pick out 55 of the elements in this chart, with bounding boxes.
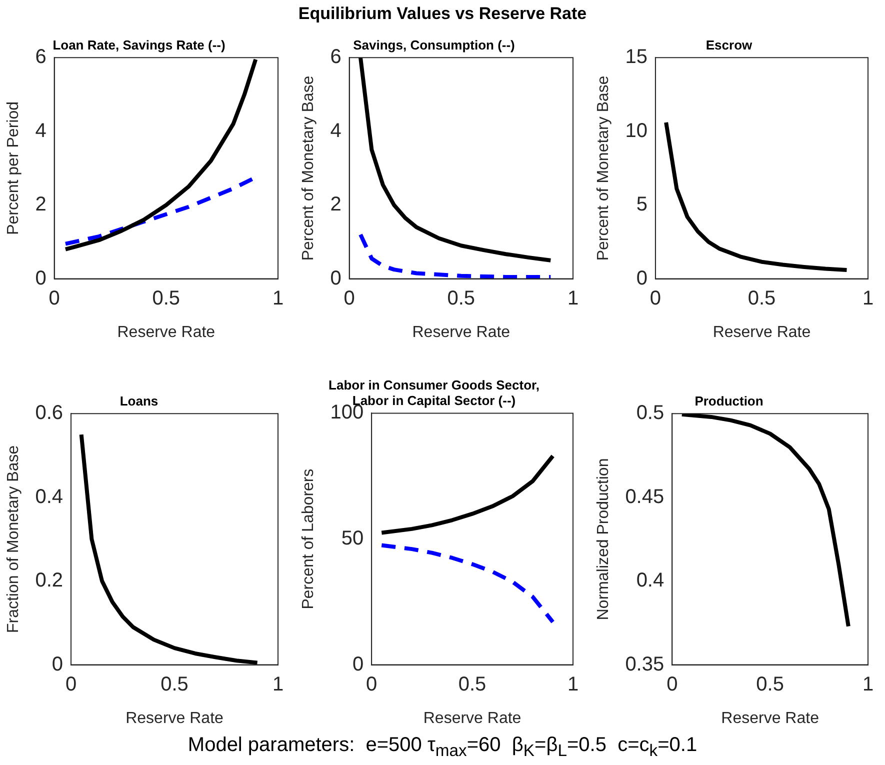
x-axis-title: Reserve Rate [712, 324, 811, 341]
x-tick-label: 1 [862, 673, 874, 696]
y-tick-label: 0 [330, 267, 342, 290]
chart-title: Loans [120, 393, 158, 408]
y-tick-label: 0 [35, 267, 46, 290]
line-series [358, 232, 553, 279]
y-axis-title: Percent of Laborers [300, 468, 318, 610]
x-tick-label: 0.5 [160, 673, 188, 696]
x-axis-title: Reserve Rate [423, 710, 522, 727]
x-axis-title: Reserve Rate [126, 710, 224, 727]
y-tick-label: 0 [636, 267, 648, 290]
chart-title: Escrow [706, 37, 754, 52]
y-tick-label: 15 [625, 46, 648, 68]
text: Equilibrium Values vs Reserve Rate [297, 4, 588, 24]
y-tick-label: 0.4 [636, 570, 664, 592]
y-tick-label: 0 [352, 653, 364, 676]
chart-title: Production [694, 393, 764, 408]
y-tick-label: 0.4 [35, 486, 64, 508]
x-tick-label: 0.5 [756, 673, 784, 696]
x-tick-label: 1 [567, 287, 579, 310]
x-axis-title: Reserve Rate [117, 324, 216, 341]
y-axis-title: Percent of Monetary Base [595, 76, 612, 261]
y-axis-title: Normalized Production [595, 458, 612, 620]
chart-title: Loan Rate, Savings Rate (--) [52, 37, 226, 52]
chart-title: Savings, Consumption (--) [353, 37, 515, 52]
x-tick-label: 1 [272, 287, 284, 310]
y-tick-label: 4 [35, 120, 46, 142]
y-tick-label: 0.6 [35, 402, 64, 424]
y-tick-label: 0.5 [636, 402, 664, 424]
y-tick-label: 0 [52, 653, 64, 676]
x-axis-title: Reserve Rate [721, 710, 820, 727]
y-axis-title: Percent of Monetary Base [300, 76, 318, 261]
x-axis-title: Reserve Rate [412, 324, 510, 341]
y-tick-label: 4 [330, 120, 342, 142]
x-tick-label: 0.5 [748, 287, 776, 310]
y-tick-label: 50 [341, 528, 364, 550]
x-tick-label: 0.5 [447, 287, 476, 310]
y-tick-label: 0.35 [625, 653, 664, 676]
y-tick-label: 2 [35, 194, 46, 216]
x-tick-label: 1 [272, 673, 284, 696]
x-tick-label: 0.5 [152, 287, 180, 310]
text: Model parameters: e=500 τ$_{max}$=60 β$_{K}$=β$_{L}$=0.5 c=c$_{k}$=0.1 [188, 734, 698, 760]
y-tick-label: 6 [330, 46, 342, 68]
y-axis-title: Percent per Period [5, 101, 22, 235]
y-tick-label: 0.2 [35, 570, 64, 592]
x-tick-label: 0.5 [458, 673, 486, 696]
y-tick-label: 5 [636, 194, 648, 216]
y-tick-label: 2 [330, 194, 342, 216]
y-tick-label: 6 [35, 46, 46, 68]
line-series [380, 543, 555, 624]
y-tick-label: 0.45 [625, 486, 664, 508]
y-tick-label: 10 [625, 120, 648, 142]
x-tick-label: 1 [862, 287, 874, 310]
x-tick-label: 1 [567, 673, 579, 696]
y-axis-title: Fraction of Monetary Base [5, 445, 22, 634]
